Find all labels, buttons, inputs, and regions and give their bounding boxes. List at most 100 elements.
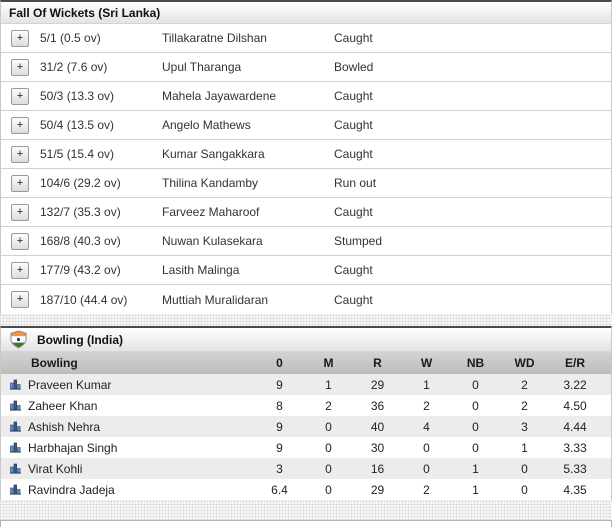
wicket-batsman: Nuwan Kulasekara [162, 234, 263, 248]
bowling-figure-2: 29 [370, 482, 385, 497]
bowling-figure-0: 9 [276, 419, 283, 434]
bowling-section: Bowling (India) Bowling 0 M R W NB WD E/R Prav… [0, 326, 612, 500]
bowling-column-header-5: WD [514, 356, 535, 370]
bowling-figure-0: 6.4 [271, 482, 288, 497]
bowling-column-header-1: M [323, 356, 334, 370]
bowling-figure-2: 30 [370, 440, 385, 455]
wicket-score: 50/3 (13.3 ov) [40, 89, 115, 103]
bowling-figure-5: 3 [521, 419, 528, 434]
bowling-figure-6: 4.44 [563, 419, 587, 434]
bowler-name: Virat Kohli [28, 461, 83, 476]
bowling-figure-3: 2 [423, 398, 430, 413]
expand-wicket-button[interactable]: + [11, 261, 29, 279]
wicket-dismissal: Caught [334, 89, 373, 103]
bowling-figure-3: 4 [423, 419, 430, 434]
expand-wicket-button[interactable]: + [11, 203, 29, 221]
bowler-name: Zaheer Khan [28, 398, 98, 413]
expand-wicket-button[interactable]: + [11, 291, 29, 308]
wicket-batsman: Muttiah Muralidaran [162, 292, 269, 307]
bowling-figure-5: 2 [521, 377, 528, 392]
expand-wicket-button[interactable]: + [11, 145, 29, 163]
wicket-dismissal: Caught [334, 263, 373, 277]
expand-wicket-button[interactable]: + [11, 87, 29, 105]
section-gap [0, 314, 612, 326]
bowling-figure-3: 2 [423, 482, 430, 497]
bowling-figure-1: 1 [325, 377, 332, 392]
wicket-batsman: Thilina Kandamby [162, 176, 259, 190]
next-section-edge [0, 520, 612, 527]
bowling-figure-4: 0 [472, 419, 479, 434]
bowler-name: Harbhajan Singh [28, 440, 118, 455]
bar-chart-icon[interactable] [9, 462, 22, 475]
bowler-name: Ravindra Jadeja [28, 482, 115, 497]
bowling-figure-4: 1 [472, 461, 479, 476]
wicket-batsman: Angelo Mathews [162, 118, 251, 132]
bowling-figure-2: 40 [370, 419, 385, 434]
wicket-score: 31/2 (7.6 ov) [40, 60, 108, 74]
bowling-figure-0: 3 [276, 461, 283, 476]
bar-chart-icon[interactable] [9, 378, 22, 391]
fall-of-wickets-row: + 31/2 (7.6 ov) Upul Tharanga Bowled [1, 53, 611, 82]
wicket-score: 50/4 (13.5 ov) [40, 118, 115, 132]
wicket-score: 5/1 (0.5 ov) [40, 31, 101, 45]
bowling-figure-6: 4.50 [563, 398, 587, 413]
bowling-column-header-3: W [420, 356, 433, 370]
fall-of-wickets-row: + 168/8 (40.3 ov) Nuwan Kulasekara Stump… [1, 227, 611, 256]
expand-wicket-button[interactable]: + [11, 116, 29, 134]
bowling-figure-5: 2 [521, 398, 528, 413]
bowling-figure-4: 0 [472, 377, 479, 392]
expand-wicket-button[interactable]: + [11, 174, 29, 192]
bar-chart-icon[interactable] [9, 420, 22, 433]
wicket-score: 187/10 (44.4 ov) [40, 292, 128, 307]
fall-of-wickets-row: + 50/3 (13.3 ov) Mahela Jayawardene Caug… [1, 82, 611, 111]
bar-chart-icon[interactable] [9, 441, 22, 454]
india-flag-icon [9, 330, 28, 349]
wicket-dismissal: Caught [334, 292, 373, 307]
fall-of-wickets-row: + 104/6 (29.2 ov) Thilina Kandamby Run o… [1, 169, 611, 198]
wicket-dismissal: Caught [334, 147, 373, 161]
bowling-figure-0: 9 [276, 440, 283, 455]
bar-chart-icon[interactable] [9, 399, 22, 412]
bowling-row: Virat Kohli 3 0 16 0 1 0 5.33 [1, 458, 611, 479]
bowling-column-header-6: E/R [564, 356, 585, 370]
expand-wicket-button[interactable]: + [11, 29, 29, 47]
bowling-figure-6: 3.22 [563, 377, 587, 392]
bowling-figure-6: 5.33 [563, 461, 587, 476]
bowling-row: Praveen Kumar 9 1 29 1 0 2 3.22 [1, 374, 611, 395]
bowling-figure-5: 1 [521, 440, 528, 455]
bowling-figure-2: 29 [370, 377, 385, 392]
bowling-figure-2: 16 [370, 461, 385, 476]
wicket-dismissal: Caught [334, 31, 373, 45]
bowling-row: Harbhajan Singh 9 0 30 0 0 1 3.33 [1, 437, 611, 458]
bowling-column-header-4: NB [466, 356, 485, 370]
wicket-dismissal: Run out [334, 176, 377, 190]
wicket-dismissal: Caught [334, 205, 373, 219]
wicket-batsman: Tillakaratne Dilshan [162, 31, 267, 45]
bowling-figure-6: 3.33 [563, 440, 587, 455]
bowling-column-header-0: 0 [276, 356, 283, 370]
fall-of-wickets-section: Fall Of Wickets (Sri Lanka) + 5/1 (0.5 o… [0, 0, 612, 314]
wicket-dismissal: Bowled [334, 60, 374, 74]
expand-wicket-button[interactable]: + [11, 58, 29, 76]
bowling-title: Bowling (India) [37, 332, 123, 347]
bowling-figure-3: 1 [423, 377, 430, 392]
section-gap [0, 500, 612, 520]
bowling-figure-2: 36 [370, 398, 385, 413]
fall-of-wickets-title: Fall Of Wickets (Sri Lanka) [1, 2, 611, 24]
bowling-figure-4: 1 [472, 482, 479, 497]
wicket-score: 132/7 (35.3 ov) [40, 205, 121, 219]
expand-wicket-button[interactable]: + [11, 232, 29, 250]
wicket-score: 177/9 (43.2 ov) [40, 263, 121, 277]
bowling-figure-5: 0 [521, 461, 528, 476]
bowler-name: Ashish Nehra [28, 419, 101, 434]
bowling-figure-0: 8 [276, 398, 283, 413]
bowling-figure-3: 0 [423, 461, 430, 476]
wicket-dismissal: Caught [334, 118, 373, 132]
fall-of-wickets-row: + 51/5 (15.4 ov) Kumar Sangakkara Caught [1, 140, 611, 169]
wicket-batsman: Mahela Jayawardene [162, 89, 277, 103]
bowling-name-column-header: Bowling [31, 356, 78, 370]
bar-chart-icon[interactable] [9, 483, 22, 496]
bowling-row: Zaheer Khan 8 2 36 2 0 2 4.50 [1, 395, 611, 416]
